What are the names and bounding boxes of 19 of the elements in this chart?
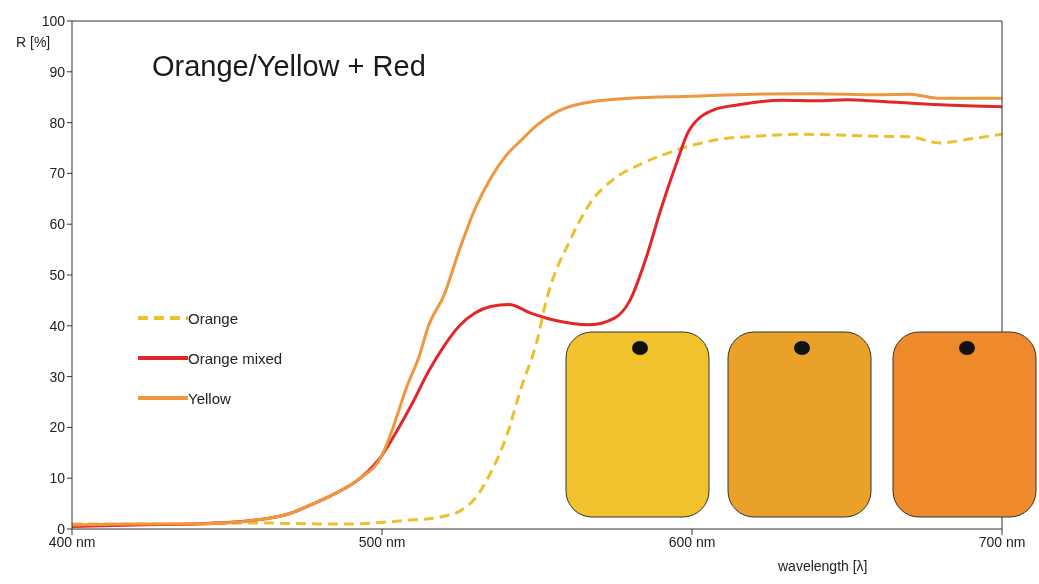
y-tick-label: 40 — [49, 317, 66, 334]
x-tick-label: 600 nm — [668, 533, 716, 550]
legend-label: Orange — [188, 309, 239, 327]
y-axis-title: R [%] — [16, 34, 51, 50]
y-tick-label: 80 — [49, 114, 66, 131]
y-tick-label: 50 — [49, 266, 66, 283]
y-tick-label: 60 — [49, 216, 66, 233]
y-tick-label: 100 — [41, 12, 66, 29]
x-tick-label: 500 nm — [358, 533, 406, 550]
legend-label: Orange mixed — [188, 349, 283, 367]
text: Orange/Yellow + Red — [152, 50, 426, 83]
y-tick-label: 90 — [49, 63, 66, 80]
y-tick-label: 10 — [49, 470, 66, 487]
x-tick-label: 700 nm — [978, 533, 1026, 550]
x-axis-title: wavelength [λ] — [778, 558, 868, 574]
legend-label: Yellow — [188, 389, 231, 407]
y-tick-label: 30 — [49, 368, 66, 385]
y-tick-label: 70 — [49, 165, 66, 182]
y-tick-label: 20 — [49, 419, 66, 436]
